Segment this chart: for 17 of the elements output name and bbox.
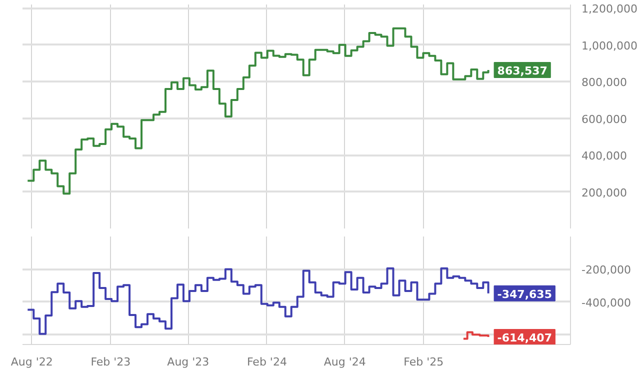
y-tick-label: 400,000 <box>582 150 627 163</box>
y-tick-label: 800,000 <box>582 76 627 90</box>
y-tick-label: -200,000 <box>582 264 631 277</box>
y-tick-label: -400,000 <box>582 296 631 310</box>
data-label: 863,537 <box>497 64 548 78</box>
data-label: -347,635 <box>497 288 552 301</box>
x-tick-label: Feb '23 <box>90 356 131 368</box>
x-tick-label: Feb '24 <box>246 356 287 368</box>
x-tick-label: Feb '25 <box>404 356 444 368</box>
x-tick-label: Aug '22 <box>10 356 53 368</box>
x-tick-label: Aug '24 <box>324 356 366 368</box>
x-tick-label: Aug '23 <box>167 356 210 368</box>
data-label: -614,407 <box>497 332 552 345</box>
y-tick-label: 1,200,000 <box>582 2 638 16</box>
y-tick-label: 1,000,000 <box>582 39 638 52</box>
y-tick-label: 200,000 <box>582 186 627 200</box>
y-tick-label: 600,000 <box>582 112 627 126</box>
